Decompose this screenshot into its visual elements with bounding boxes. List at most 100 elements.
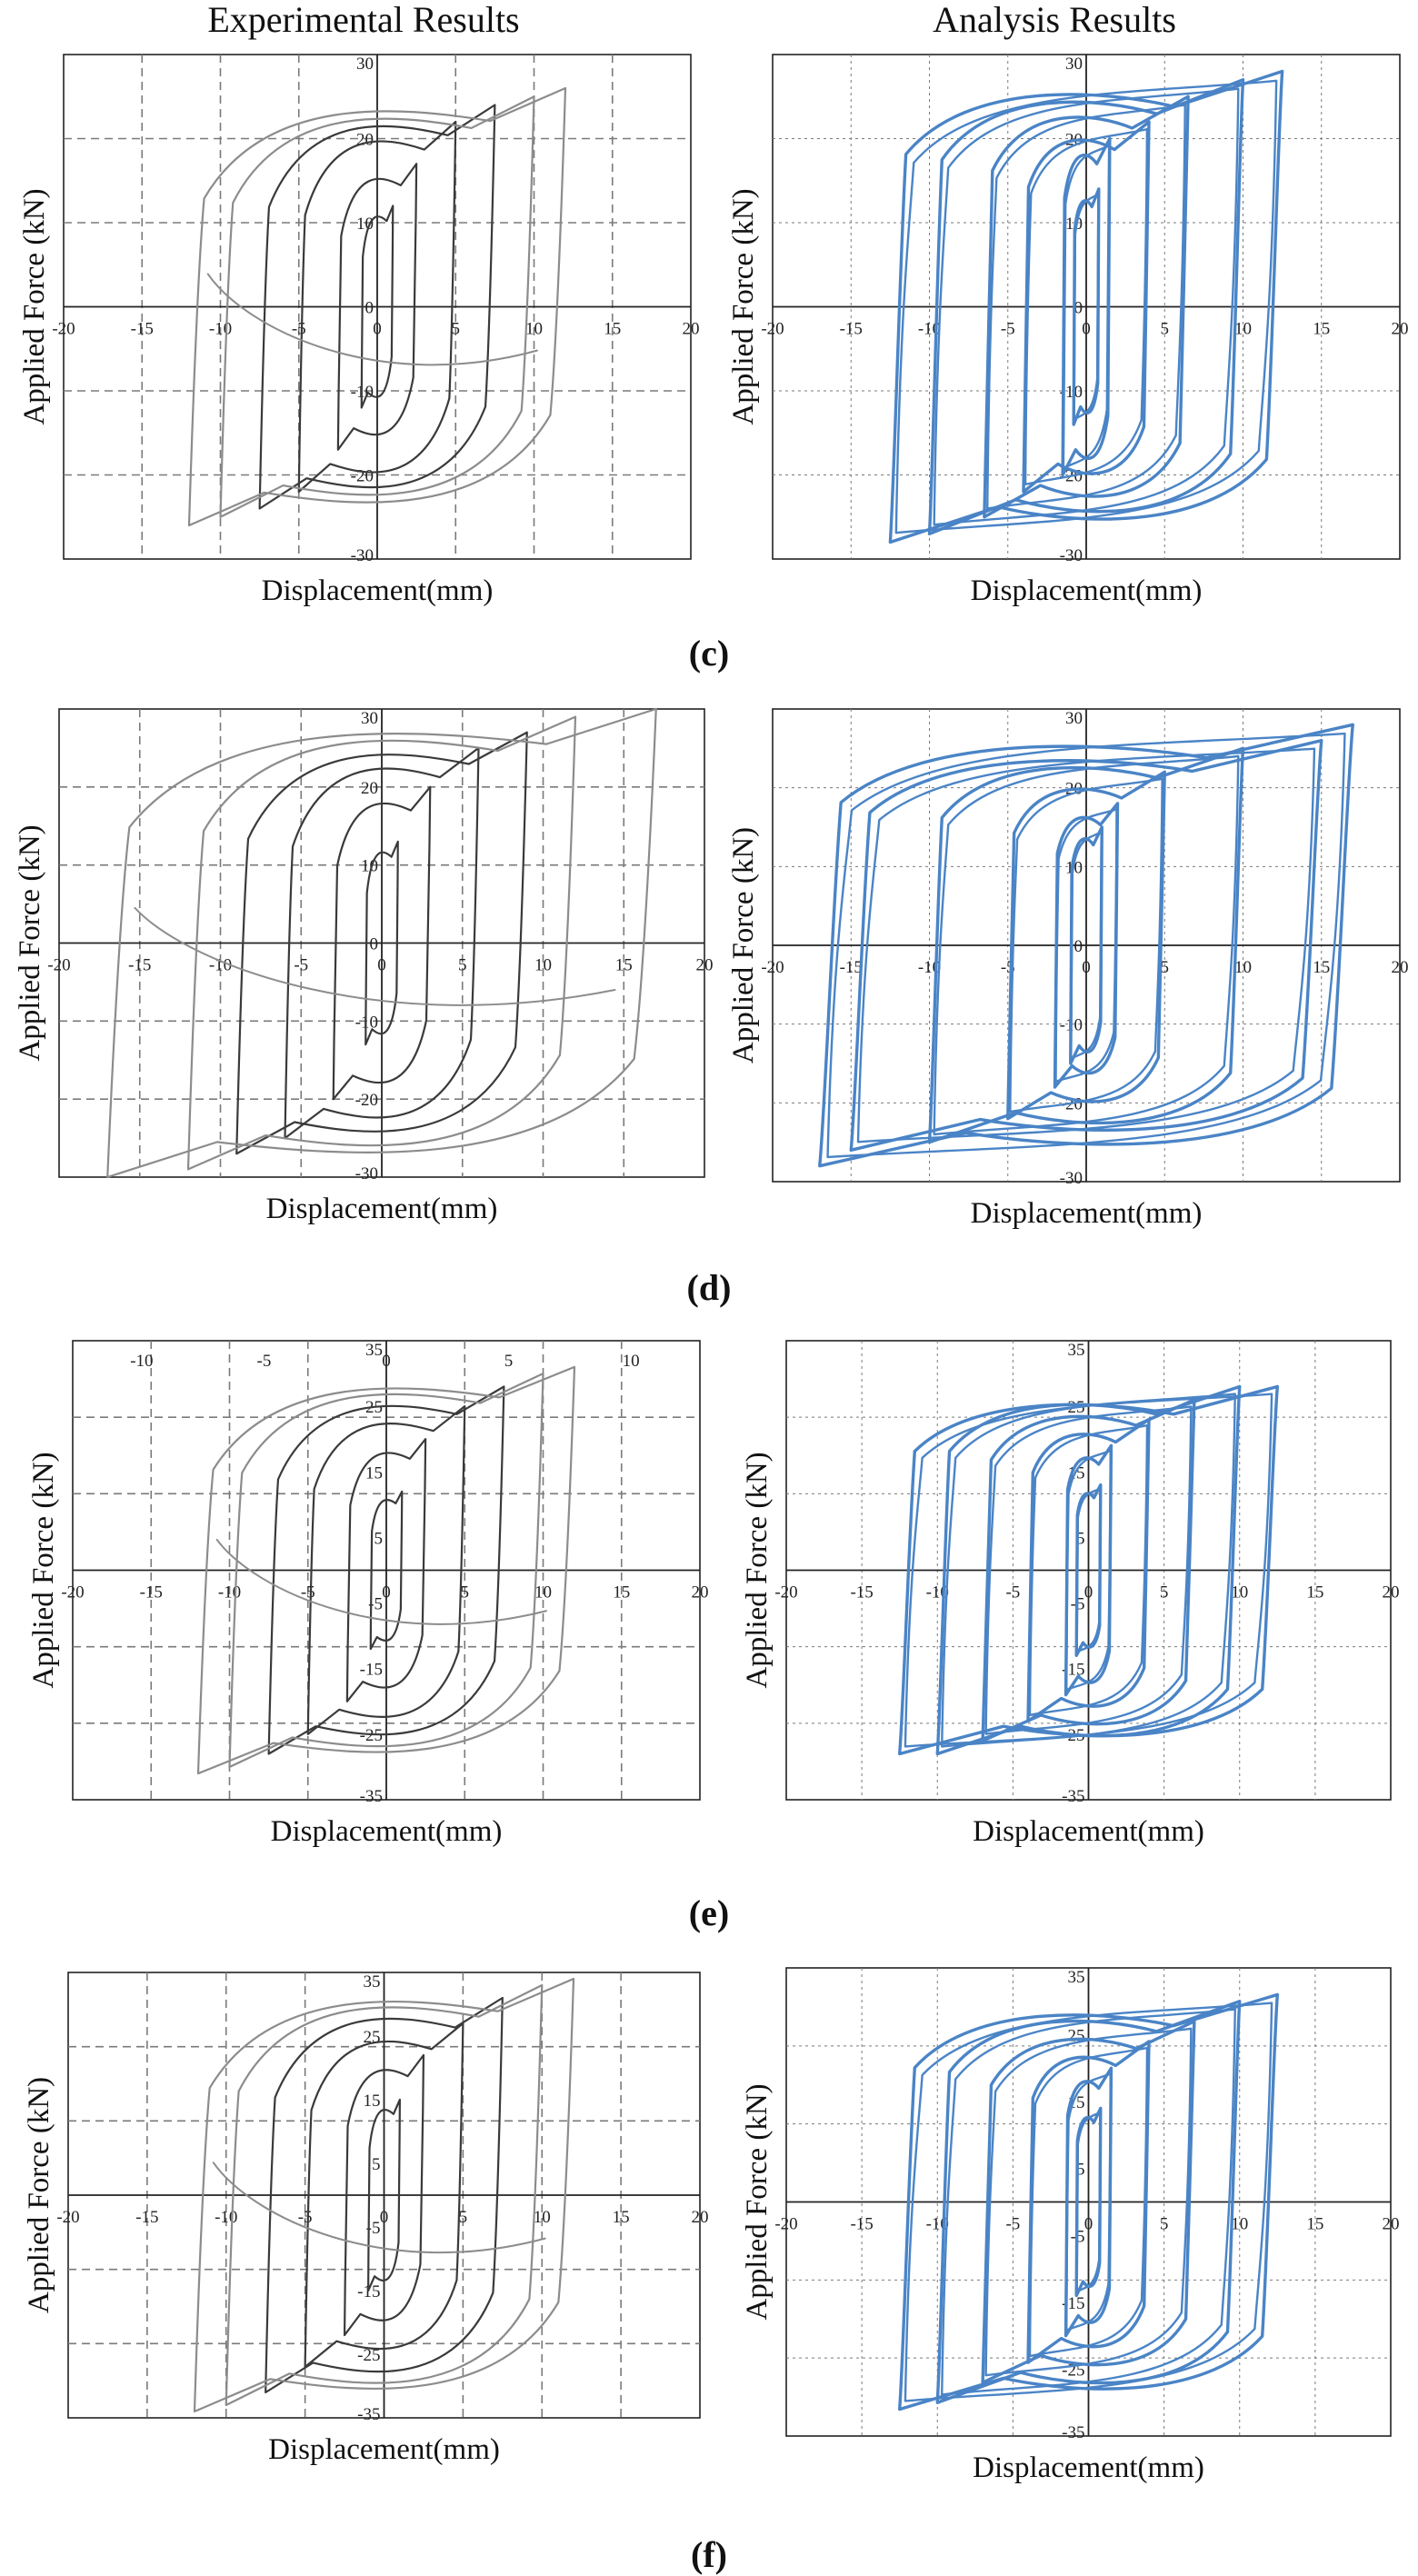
x-tick-label: 20 [692, 2208, 709, 2227]
x-tick-label: -10 [218, 1583, 241, 1603]
hysteresis-loop-repeat [1070, 831, 1103, 1060]
y-tick-label: 15 [365, 1463, 383, 1483]
hysteresis-loop [106, 707, 657, 1179]
hysteresis-loop [267, 1385, 505, 1755]
hysteresis-loop-repeat [904, 2002, 1273, 2402]
x-tick-label: 5 [452, 320, 461, 339]
hysteresis-loop [332, 785, 432, 1101]
y-tick-label: -30 [351, 546, 374, 565]
y-tick-label: 5 [374, 1529, 384, 1548]
y-tick-label: 0 [1074, 299, 1083, 318]
hysteresis-loop-repeat [1073, 192, 1100, 422]
top-x-tick-label: 5 [504, 1352, 514, 1371]
x-tick-label: 0 [373, 320, 382, 339]
x-tick-label: 20 [1383, 1583, 1400, 1603]
loops-group [897, 1992, 1280, 2411]
y-tick-label: -10 [1060, 383, 1083, 402]
loops-group [187, 86, 567, 527]
y-tick-label: -25 [360, 1726, 383, 1745]
x-axis-title: Displacement(mm) [973, 2451, 1204, 2484]
x-tick-label: 10 [1231, 1583, 1248, 1603]
panel-label-c: (c) [689, 633, 729, 674]
y-tick-label: 30 [356, 55, 374, 74]
x-tick-label: 10 [525, 320, 543, 339]
panel-label-e: (e) [689, 1892, 729, 1933]
y-tick-label: -35 [1062, 1787, 1084, 1806]
x-tick-label: 5 [1160, 2215, 1169, 2234]
top-x-tick-label: 0 [382, 1352, 391, 1371]
x-tick-label: 5 [1160, 1583, 1169, 1603]
x-tick-label: 20 [683, 320, 700, 339]
x-axis-title: Displacement(mm) [266, 1193, 498, 1225]
x-tick-label: 10 [534, 1583, 552, 1603]
hysteresis-loop [981, 2020, 1196, 2384]
experimental-results-header: Experimental Results [207, 0, 519, 40]
hysteresis-loop-repeat [1028, 2046, 1149, 2358]
hysteresis-loop [897, 1992, 1280, 2411]
y-tick-label: -15 [357, 2282, 380, 2301]
x-tick-label: -20 [56, 2208, 79, 2227]
chart-e-ana: -20 -15 -10 -5 0 5 10 15 203525155-5-15-25-35Dis… [741, 1340, 1400, 1848]
x-tick-label: 15 [613, 1583, 630, 1603]
loops-group [106, 707, 657, 1179]
loops-group [897, 1384, 1280, 1756]
hysteresis-loop [235, 731, 528, 1155]
x-tick-label: 0 [377, 956, 386, 975]
hysteresis-loop [1006, 770, 1166, 1121]
y-tick-label: 5 [1076, 2161, 1085, 2180]
x-tick-label: 10 [1234, 320, 1252, 339]
x-tick-label: 10 [534, 956, 552, 975]
hysteresis-loop-repeat [1075, 2111, 1102, 2293]
y-axis-title: Applied Force (kN) [14, 824, 46, 1061]
hysteresis-loop [888, 69, 1284, 544]
y-tick-label: 0 [1074, 937, 1083, 956]
panel-label-f: (f) [691, 2534, 727, 2575]
x-tick-label: -20 [47, 956, 70, 975]
hysteresis-loop-repeat [1054, 808, 1118, 1083]
hysteresis-loop [345, 1438, 427, 1702]
x-tick-label: 5 [459, 2208, 468, 2227]
y-tick-label: 35 [1068, 1968, 1085, 1987]
x-tick-label: -5 [1005, 2215, 1020, 2234]
y-tick-label: 5 [1076, 1529, 1085, 1548]
hysteresis-loop [364, 840, 399, 1046]
hysteresis-loop [186, 715, 577, 1171]
y-tick-label: -25 [357, 2346, 380, 2365]
x-tick-label: 5 [458, 956, 467, 975]
hysteresis-loop-repeat [984, 2027, 1193, 2377]
y-tick-label: 5 [372, 2155, 381, 2174]
hysteresis-loop-repeat [986, 104, 1186, 510]
x-tick-label: -20 [52, 320, 75, 339]
chart-c-ana: -20 -15 -10 -5 0 5 10 15 203020100-10-20-30Displ… [727, 54, 1409, 607]
x-tick-label: -10 [209, 320, 232, 339]
y-tick-label: -35 [360, 1787, 383, 1806]
y-tick-label: 30 [361, 709, 378, 728]
y-tick-label: -15 [360, 1661, 383, 1680]
y-tick-label: 20 [356, 131, 374, 150]
hysteresis-loop-repeat [941, 2008, 1236, 2396]
x-tick-label: 20 [1392, 320, 1409, 339]
hysteresis-loop-repeat [1065, 2072, 1112, 2331]
x-tick-label: 0 [1084, 1583, 1093, 1603]
hysteresis-loop [219, 95, 535, 518]
y-tick-label: -30 [1060, 1169, 1083, 1188]
hysteresis-loop [1022, 120, 1151, 494]
x-tick-label: -15 [135, 2208, 158, 2227]
x-tick-label: -5 [1001, 320, 1015, 339]
x-axis-title: Displacement(mm) [262, 574, 494, 607]
x-tick-label: 10 [1234, 958, 1252, 977]
x-tick-label: -5 [298, 2208, 313, 2227]
hysteresis-loop [367, 2098, 401, 2292]
x-tick-label: 20 [1392, 958, 1409, 977]
y-tick-label: 35 [364, 1972, 381, 1992]
hysteresis-loop [360, 205, 394, 409]
hysteresis-loop-repeat [1028, 1424, 1149, 1716]
chart-f-ana: -20 -15 -10 -5 0 5 10 15 203525155-5-15-25-35Dis… [741, 1967, 1400, 2484]
hysteresis-loop [897, 1384, 1280, 1756]
x-tick-label: 5 [1161, 320, 1170, 339]
y-tick-label: 10 [356, 215, 374, 234]
x-tick-label: 0 [382, 1583, 391, 1603]
y-tick-label: -35 [357, 2405, 380, 2424]
x-tick-label: 10 [534, 2208, 551, 2227]
